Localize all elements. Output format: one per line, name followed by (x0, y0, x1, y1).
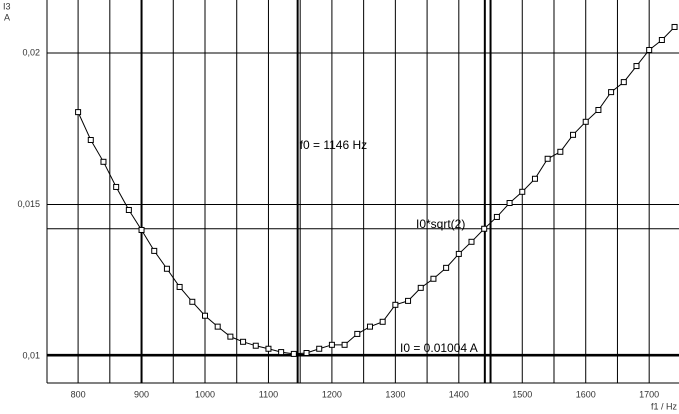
data-point (354, 330, 361, 337)
data-point (189, 298, 196, 305)
x-tick-label: 1200 (322, 389, 342, 399)
data-point (557, 148, 564, 155)
data-point (392, 301, 399, 308)
x-tick-label: 900 (134, 389, 149, 399)
data-point (531, 175, 538, 182)
annotation: f0 = 1146 Hz (300, 138, 368, 152)
annotation: I0*sqrt(2) (416, 217, 465, 231)
y-tick-label: 0,01 (22, 350, 40, 360)
data-point (138, 226, 145, 233)
data-point (328, 341, 335, 348)
data-point (468, 238, 475, 245)
data-point (214, 323, 221, 330)
x-tick-label: 800 (71, 389, 86, 399)
data-point (493, 213, 500, 220)
y-axis-label: I3 (3, 1, 11, 11)
x-axis-label: f1 / Hz (651, 401, 678, 411)
data-point (519, 188, 526, 195)
data-point (290, 350, 297, 357)
data-point (151, 247, 158, 254)
data-point (658, 36, 665, 43)
data-point (113, 183, 120, 190)
data-point (366, 323, 373, 330)
x-tick-label: 1100 (259, 389, 278, 399)
data-point (379, 318, 386, 325)
y-axis-unit: A (4, 12, 10, 22)
data-point (125, 206, 132, 213)
data-point (303, 350, 310, 357)
data-point (227, 333, 234, 340)
data-point (582, 118, 589, 125)
data-point (176, 283, 183, 290)
x-tick-label: 1600 (576, 389, 596, 399)
data-point (417, 284, 424, 291)
x-tick-label: 1500 (512, 389, 532, 399)
x-tick-label: 1000 (195, 389, 215, 399)
x-tick-label: 1400 (449, 389, 469, 399)
annotation: I0 = 0.01004 A (400, 341, 478, 355)
data-point (278, 349, 285, 356)
data-point (265, 345, 272, 352)
x-tick-label: 1300 (385, 389, 405, 399)
data-point (341, 341, 348, 348)
data-point (544, 155, 551, 162)
data-point (620, 79, 627, 86)
data-line (77, 26, 675, 355)
data-point (100, 158, 107, 165)
y-tick-label: 0,02 (22, 47, 40, 57)
data-point (202, 312, 208, 319)
y-tick-label: 0,015 (17, 199, 40, 209)
data-point (405, 297, 412, 304)
data-point (443, 264, 450, 271)
data-point (75, 109, 82, 116)
data-point (87, 136, 94, 143)
data-point (570, 131, 577, 138)
data-point (646, 46, 653, 53)
data-point (608, 89, 615, 96)
data-point (240, 338, 247, 345)
data-point (671, 23, 678, 30)
data-point (252, 342, 259, 349)
data-point (163, 265, 170, 272)
data-point (506, 200, 513, 207)
data-point (595, 106, 602, 113)
x-tick-label: 1700 (639, 389, 659, 399)
data-point (430, 275, 437, 282)
data-point (455, 250, 462, 257)
data-point (481, 225, 488, 232)
data-point (633, 63, 640, 70)
data-point (316, 345, 323, 352)
